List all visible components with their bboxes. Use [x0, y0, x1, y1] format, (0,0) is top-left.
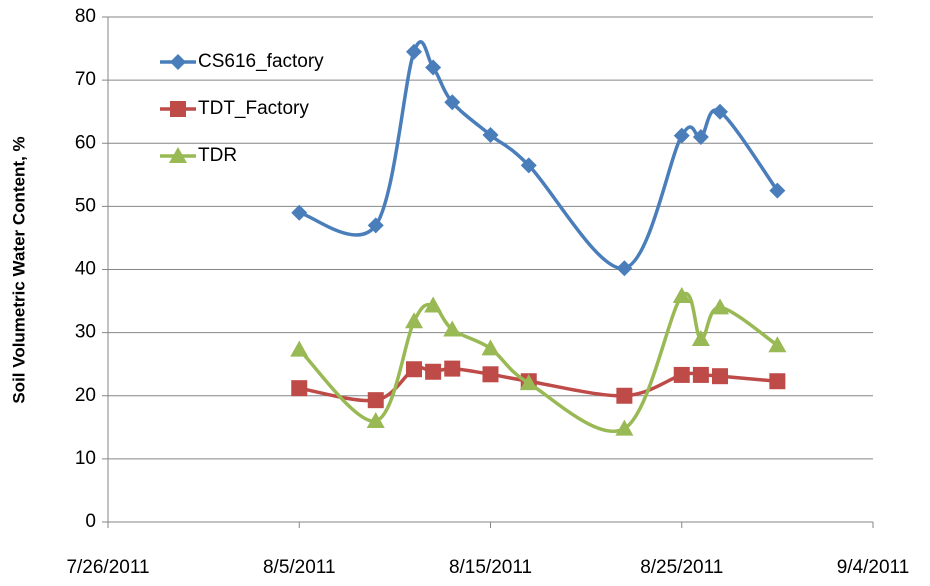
- marker: [616, 260, 633, 277]
- marker: [290, 340, 309, 357]
- marker: [482, 127, 499, 144]
- x-tick-label: 9/4/2011: [837, 557, 910, 578]
- marker: [519, 374, 538, 391]
- marker: [291, 204, 308, 221]
- marker: [712, 103, 728, 120]
- marker: [520, 157, 537, 174]
- x-tick-label: 8/25/2011: [640, 557, 723, 578]
- legend-label: TDT_Factory: [198, 98, 309, 119]
- marker: [443, 320, 462, 337]
- y-tick-label: 20: [75, 385, 96, 406]
- marker: [425, 363, 442, 380]
- marker: [170, 101, 186, 117]
- marker: [424, 296, 443, 313]
- marker: [691, 329, 710, 346]
- series-line: [298, 291, 779, 433]
- marker: [482, 366, 499, 383]
- marker: [444, 360, 461, 377]
- marker: [769, 373, 786, 390]
- marker: [406, 43, 422, 60]
- marker: [672, 287, 691, 304]
- y-tick-label: 30: [75, 322, 96, 343]
- marker: [406, 361, 422, 378]
- marker: [405, 312, 423, 329]
- marker: [169, 147, 187, 163]
- legend-label: TDR: [198, 145, 237, 166]
- y-tick-label: 50: [75, 195, 96, 216]
- y-axis-label: Soil Volumetric Water Content, %: [9, 136, 28, 403]
- marker: [444, 94, 461, 111]
- marker: [769, 182, 786, 199]
- marker: [366, 412, 385, 428]
- marker: [692, 128, 709, 145]
- marker: [481, 339, 500, 356]
- marker: [367, 392, 384, 409]
- y-tick-label: 80: [75, 6, 96, 27]
- marker: [768, 336, 787, 353]
- y-tick-label: 60: [75, 132, 96, 153]
- x-tick-label: 8/5/2011: [263, 557, 336, 578]
- legend-label: CS616_factory: [198, 51, 324, 72]
- marker: [367, 217, 384, 234]
- marker: [673, 366, 690, 383]
- marker: [712, 368, 728, 385]
- marker: [425, 59, 442, 76]
- y-tick-label: 10: [75, 448, 96, 469]
- x-tick-label: 8/15/2011: [449, 557, 532, 578]
- marker: [692, 366, 709, 383]
- x-tick-label: 7/26/2011: [66, 557, 149, 578]
- y-tick-label: 70: [75, 69, 96, 90]
- marker: [170, 54, 186, 70]
- marker: [616, 387, 633, 404]
- marker: [291, 380, 308, 397]
- marker: [673, 127, 690, 144]
- series-line: [298, 40, 779, 270]
- marker: [615, 419, 634, 436]
- y-tick-label: 40: [75, 259, 96, 280]
- y-tick-label: 0: [85, 511, 96, 532]
- marker: [711, 298, 729, 315]
